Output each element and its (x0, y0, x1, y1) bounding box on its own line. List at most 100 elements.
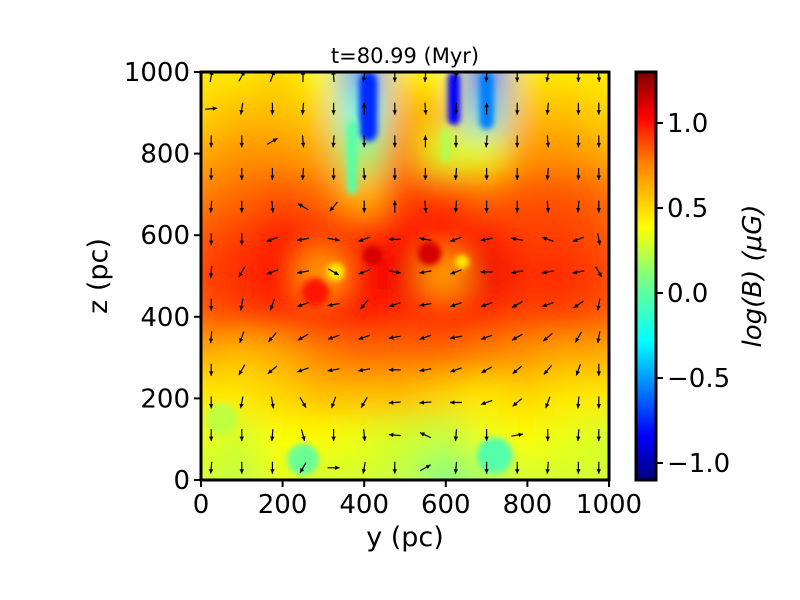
field-blob (301, 278, 330, 307)
field-vector (358, 269, 371, 275)
field-vector (362, 200, 367, 213)
field-cell (219, 253, 265, 299)
field-vector (327, 367, 340, 373)
field-vector (270, 168, 275, 180)
field-cell (301, 172, 346, 217)
field-vector (511, 270, 524, 275)
field-vector (596, 135, 601, 148)
field-vector (362, 135, 367, 148)
field-vector (453, 200, 459, 213)
field-cell (545, 416, 591, 462)
field-vector (480, 237, 493, 242)
field-vector (419, 270, 432, 275)
field-cell (341, 335, 387, 380)
field-vector (515, 168, 520, 180)
field-vector (419, 432, 432, 439)
field-vector (358, 236, 371, 242)
field-vector (270, 102, 275, 115)
field-cell (301, 212, 346, 258)
field-cell (586, 131, 609, 176)
field-blob (417, 241, 442, 266)
field-vector (360, 396, 368, 408)
field-vector (327, 237, 340, 242)
y-tick-label: 0 (173, 466, 190, 496)
field-vector (542, 332, 553, 342)
field-vector (299, 396, 307, 408)
field-cell (201, 72, 224, 95)
field-vector (328, 268, 340, 276)
field-cell (464, 253, 509, 299)
field-vector (300, 102, 306, 115)
field-vector (545, 396, 551, 409)
field-vector (515, 461, 520, 474)
colorbar-tick-label: 0.0 (667, 279, 708, 309)
field-streak (346, 120, 357, 195)
field-vector (268, 332, 277, 343)
field-vector (392, 200, 397, 213)
field-vector (392, 168, 397, 180)
field-vector (205, 106, 218, 111)
field-vector (576, 135, 581, 148)
field-vector (296, 237, 310, 242)
field-cell (201, 457, 224, 480)
field-vector (297, 203, 309, 211)
field-vector (297, 367, 309, 373)
field-cell (301, 335, 346, 380)
field-vector (453, 102, 459, 115)
field-cell (586, 253, 609, 299)
field-vector (419, 302, 432, 307)
field-vector (419, 464, 431, 472)
field-cell (545, 294, 591, 340)
field-vector (239, 331, 245, 344)
field-vector (515, 200, 520, 213)
field-vector (511, 301, 523, 309)
field-cell (505, 376, 550, 421)
field-cell (260, 172, 305, 217)
field-vector (300, 167, 306, 181)
field-vector (450, 367, 462, 373)
field-vector (419, 236, 432, 242)
field-cell (505, 212, 550, 258)
field-cell (301, 72, 346, 95)
field-vector (572, 236, 585, 242)
field-vector (541, 270, 554, 275)
field-vector (267, 365, 278, 375)
colorbar (634, 70, 658, 482)
field-vector (545, 167, 550, 181)
field-vector (300, 135, 306, 148)
field-vector (330, 396, 337, 409)
field-vector (327, 465, 340, 470)
field-vector (453, 135, 459, 148)
field-vector (484, 168, 489, 180)
field-cell (505, 253, 550, 299)
field-cell (423, 376, 469, 421)
field-cell (382, 172, 428, 217)
colorbar-ticks: 1.0 0.5 0.0 −0.5 −1.0 (656, 109, 730, 479)
field-vector (270, 429, 275, 442)
field-vector (596, 168, 601, 180)
field-vector (423, 135, 428, 148)
field-cell (382, 457, 428, 480)
field-cell (423, 416, 469, 462)
x-tick-label: 200 (258, 490, 308, 520)
field-cell (545, 253, 591, 299)
y-tick-label: 400 (140, 303, 190, 333)
field-streak (359, 72, 378, 142)
field-vector (545, 135, 551, 148)
field-vector (297, 333, 309, 341)
field-vector (296, 270, 310, 275)
field-cell (464, 212, 509, 258)
field-cell (586, 457, 609, 480)
field-cell (341, 376, 387, 421)
field-cell (201, 131, 224, 176)
field-vector (576, 102, 581, 115)
field-vector (239, 233, 244, 246)
field-vector (297, 301, 309, 308)
field-cell (586, 294, 609, 340)
field-vector (361, 461, 367, 474)
field-vector (388, 237, 401, 242)
field-blob (362, 245, 383, 266)
field-vector (362, 167, 367, 181)
colorbar-tick-label: −0.5 (667, 364, 730, 394)
